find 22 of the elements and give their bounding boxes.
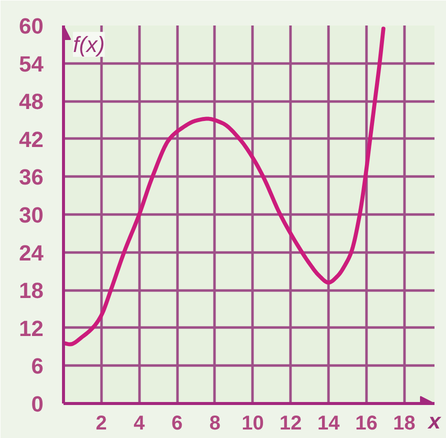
y-tick-label: 12 <box>19 316 44 341</box>
x-tick-label: 12 <box>280 412 302 434</box>
x-axis-title: x <box>427 408 442 434</box>
x-tick-label: 18 <box>393 412 416 434</box>
x-tick-label: 14 <box>317 412 340 434</box>
y-tick-label: 36 <box>19 164 44 190</box>
y-tick-label: 54 <box>19 51 44 76</box>
y-tick-label: 42 <box>19 126 44 152</box>
x-tick-label: 6 <box>172 412 183 434</box>
y-axis-title: f(x) <box>72 32 105 57</box>
x-tick-label: 8 <box>209 412 220 434</box>
y-tick-label: 24 <box>19 240 44 266</box>
y-tick-label: 30 <box>19 202 44 228</box>
y-tick-label: 18 <box>19 278 44 304</box>
y-tick-label: 6 <box>31 354 44 379</box>
y-tick-label: 0 <box>31 392 44 416</box>
y-tick-label: 48 <box>19 89 44 114</box>
x-tick-label: 16 <box>355 412 378 434</box>
x-tick-label: 4 <box>134 412 146 434</box>
x-tick-label: 10 <box>242 412 264 434</box>
y-tick-label: 60 <box>19 14 44 38</box>
x-tick-label: 2 <box>96 412 107 434</box>
